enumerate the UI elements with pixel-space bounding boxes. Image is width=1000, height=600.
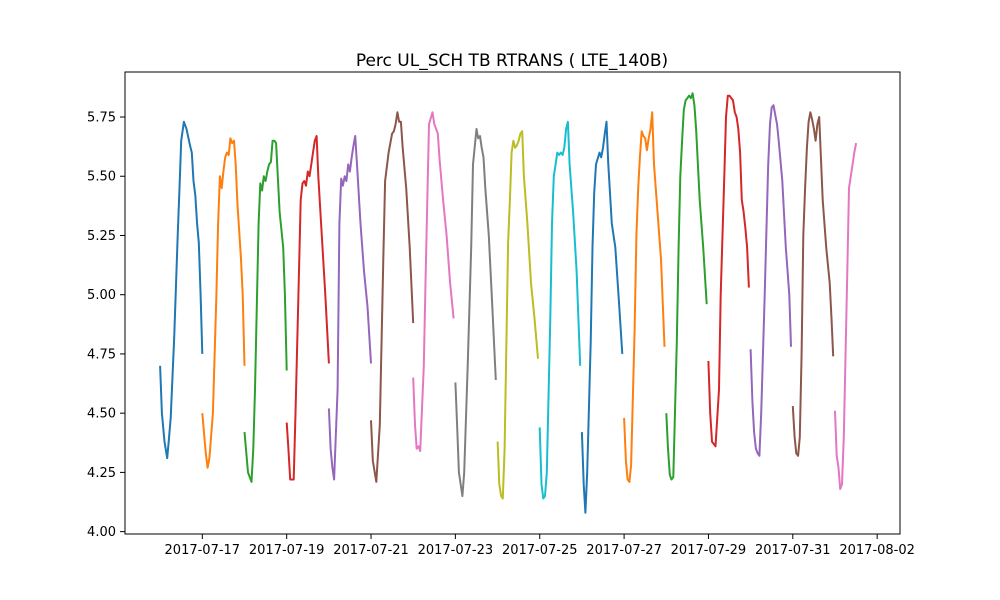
series-line-4 xyxy=(285,135,330,481)
series-line-2 xyxy=(201,137,246,469)
series-line-3 xyxy=(243,139,288,483)
chart-title: Perc UL_SCH TB RTRANS ( LTE_140B) xyxy=(356,51,668,71)
series-line-17 xyxy=(834,142,858,490)
y-tick-label: 4.00 xyxy=(87,525,116,540)
y-tick-label: 5.00 xyxy=(87,288,116,303)
x-tick-label: 2017-07-27 xyxy=(586,543,662,558)
x-tick-label: 2017-07-31 xyxy=(755,543,831,558)
x-tick-label: 2017-07-29 xyxy=(671,543,747,558)
series-line-1 xyxy=(159,120,204,460)
y-tick-label: 4.75 xyxy=(87,347,116,362)
series-layer xyxy=(159,92,858,514)
series-line-15 xyxy=(749,104,792,457)
series-line-14 xyxy=(707,94,750,448)
series-line-8 xyxy=(454,127,497,498)
series-line-10 xyxy=(538,120,582,500)
x-tick-label: 2017-07-19 xyxy=(249,543,325,558)
x-axis: 2017-07-17 2017-07-19 2017-07-21 2017-07-23… xyxy=(165,534,915,558)
series-line-16 xyxy=(791,111,835,457)
y-axis: 4.00 4.25 4.50 4.75 5.00 5.25 5.50 5.75 xyxy=(87,111,125,540)
x-tick-label: 2017-07-17 xyxy=(165,543,241,558)
series-line-11 xyxy=(580,120,624,514)
x-tick-label: 2017-08-02 xyxy=(839,543,915,558)
y-tick-label: 4.25 xyxy=(87,466,116,481)
x-tick-label: 2017-07-23 xyxy=(418,543,494,558)
x-tick-label: 2017-07-25 xyxy=(502,543,578,558)
y-tick-label: 4.50 xyxy=(87,407,116,422)
y-tick-label: 5.25 xyxy=(87,229,116,244)
series-line-12 xyxy=(623,111,666,483)
y-tick-label: 5.50 xyxy=(87,170,116,185)
series-line-9 xyxy=(496,130,539,500)
series-line-7 xyxy=(412,111,455,453)
plot-area-frame xyxy=(124,71,901,535)
series-line-6 xyxy=(370,111,415,483)
series-line-13 xyxy=(665,92,708,481)
series-line-5 xyxy=(327,135,372,481)
y-tick-label: 5.75 xyxy=(87,111,116,126)
x-tick-label: 2017-07-21 xyxy=(333,543,409,558)
